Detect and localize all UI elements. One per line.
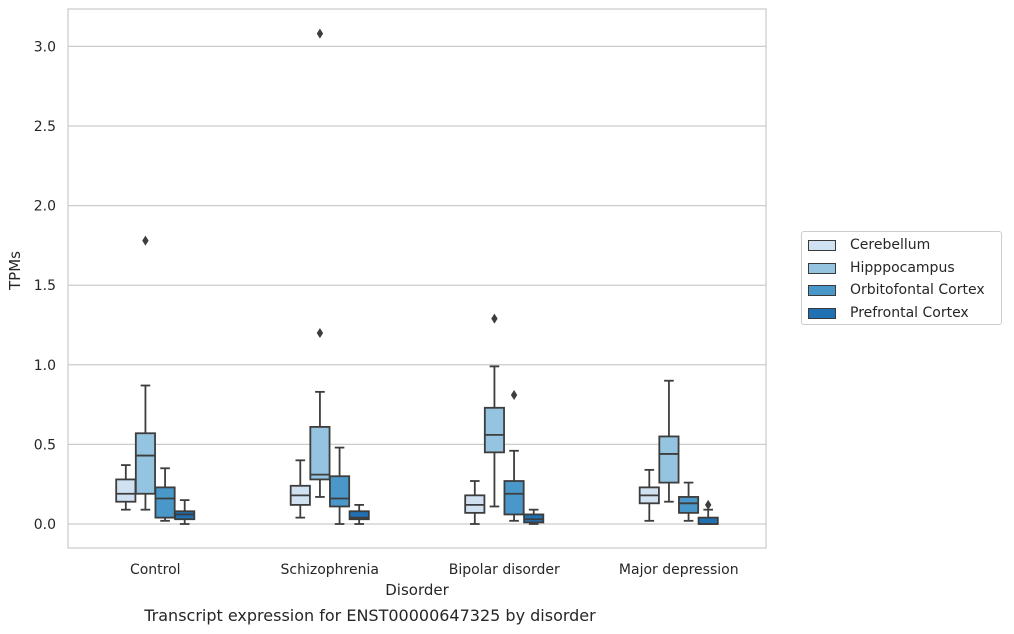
box-orbitofontal-cortex — [503, 390, 525, 522]
iqr-box — [503, 480, 525, 516]
box-hipppocampus — [134, 235, 156, 511]
x-tick-label: Schizophrenia — [281, 562, 379, 578]
figure-caption: Transcript expression for ENST0000064732… — [144, 606, 596, 625]
box-prefrontal-cortex — [697, 499, 719, 525]
box-orbitofontal-cortex — [678, 481, 700, 522]
legend-swatch-prefrontal — [808, 307, 836, 319]
x-tick-label: Major depression — [619, 562, 739, 578]
outlier-point — [316, 28, 324, 39]
legend-item-hippocampus: Hipppocampus — [808, 259, 955, 277]
outlier-point — [704, 499, 712, 510]
legend-swatch-orbitofrontal — [808, 284, 836, 296]
iqr-box — [678, 496, 700, 514]
y-tick-label: 2.5 — [34, 119, 56, 135]
legend-swatch-hippocampus — [808, 262, 836, 274]
iqr-box — [309, 425, 331, 481]
outlier-point — [510, 390, 518, 401]
x-tick-label: Control — [130, 562, 181, 578]
outlier-point — [316, 327, 324, 338]
box-cerebellum — [464, 480, 486, 525]
box-cerebellum — [289, 459, 311, 519]
gridlines — [68, 45, 766, 525]
box-hipppocampus — [483, 313, 505, 508]
legend-swatch-cerebellum — [808, 239, 836, 251]
x-tick-label: Bipolar disorder — [449, 562, 560, 578]
legend-label: Hipppocampus — [850, 260, 955, 276]
box-hipppocampus — [658, 379, 680, 503]
iqr-box — [134, 432, 156, 495]
box-orbitofontal-cortex — [154, 467, 176, 522]
box-cerebellum — [115, 464, 137, 511]
legend-item-orbitofrontal: Orbitofontal Cortex — [808, 281, 985, 299]
box-hipppocampus — [309, 28, 331, 498]
legend-label: Prefrontal Cortex — [850, 305, 969, 321]
y-axis-label: TPMs — [6, 251, 24, 291]
box-prefrontal-cortex — [174, 499, 196, 525]
box-series — [115, 28, 719, 525]
iqr-box — [483, 406, 505, 454]
iqr-box — [154, 486, 176, 519]
iqr-box — [697, 516, 719, 525]
tick-labels: 0.0 0.5 1.0 1.5 2.0 2.5 3.0 Control Schizophreni… — [34, 39, 739, 578]
iqr-box — [348, 510, 370, 521]
y-tick-label: 1.0 — [34, 358, 56, 374]
box-cerebellum — [638, 468, 660, 522]
y-tick-label: 0.5 — [34, 437, 56, 453]
legend-label: Orbitofontal Cortex — [850, 282, 985, 298]
box-prefrontal-cortex — [348, 503, 370, 525]
legend-label: Cerebellum — [850, 237, 931, 253]
legend-item-prefrontal: Prefrontal Cortex — [808, 304, 969, 322]
y-tick-label: 2.0 — [34, 199, 56, 215]
iqr-box — [329, 475, 351, 508]
y-tick-label: 0.0 — [34, 517, 56, 533]
plot-frame — [67, 8, 767, 549]
legend: Cerebellum Hipppocampus Orbitofontal Cor… — [801, 231, 1002, 325]
outlier-point — [142, 235, 149, 246]
iqr-box — [658, 435, 680, 484]
box-prefrontal-cortex — [523, 508, 545, 525]
iqr-box — [115, 478, 137, 503]
x-axis-label: Disorder — [385, 581, 449, 599]
y-tick-label: 1.5 — [34, 278, 56, 294]
outlier-point — [491, 313, 498, 324]
y-tick-label: 3.0 — [34, 39, 56, 55]
box-orbitofontal-cortex — [329, 446, 351, 525]
legend-item-cerebellum: Cerebellum — [808, 236, 930, 254]
